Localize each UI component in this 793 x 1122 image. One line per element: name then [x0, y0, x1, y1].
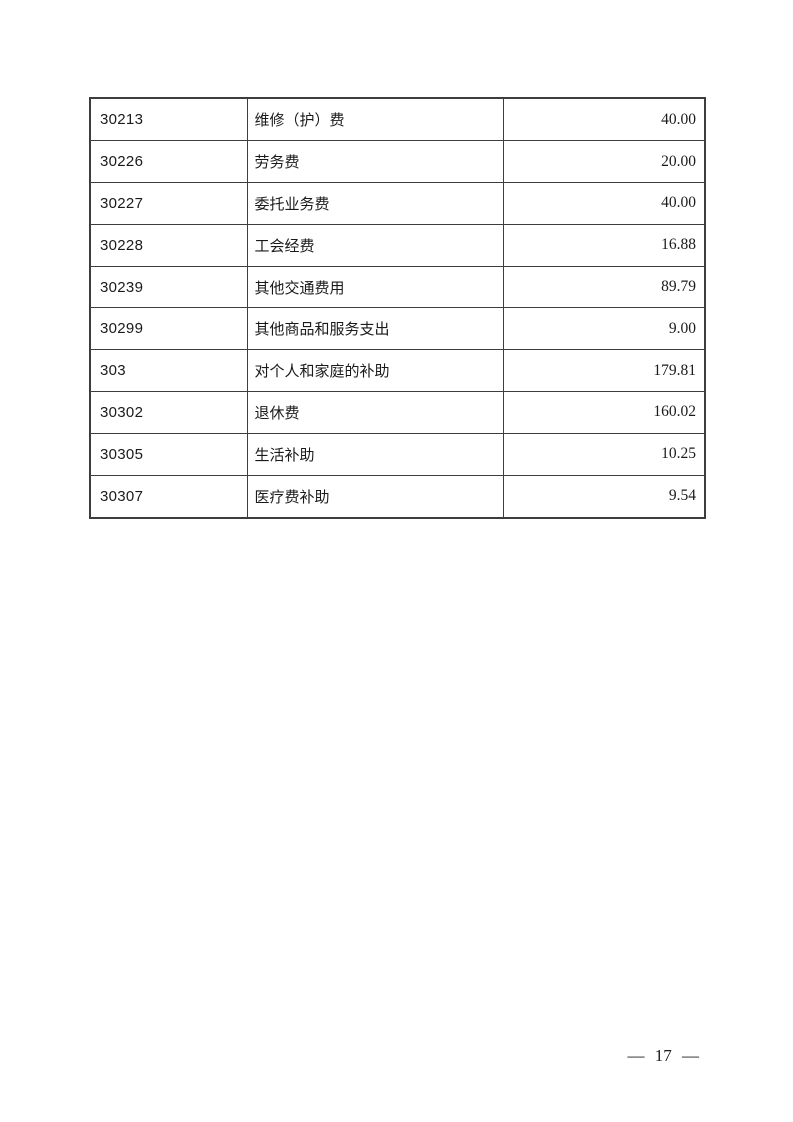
amount-cell: 179.81 — [502, 349, 706, 393]
item-name-cell: 其他交通费用 — [246, 265, 504, 309]
budget-table: 30213 维修（护）费 40.00 30226 劳务费 20.00 30227… — [89, 97, 706, 519]
amount-cell: 40.00 — [502, 97, 706, 142]
table-row: 30302 退休费 160.02 — [89, 391, 706, 434]
code-cell: 30302 — [89, 391, 248, 434]
item-name-cell: 退休费 — [246, 391, 504, 434]
table-row: 30227 委托业务费 40.00 — [89, 182, 706, 225]
table-row: 30307 医疗费补助 9.54 — [89, 474, 706, 519]
code-cell: 30226 — [89, 140, 248, 183]
amount-cell: 16.88 — [502, 223, 706, 267]
amount-cell: 10.25 — [502, 432, 706, 476]
amount-cell: 160.02 — [502, 391, 706, 434]
table-row: 30305 生活补助 10.25 — [89, 432, 706, 476]
table-row: 30299 其他商品和服务支出 9.00 — [89, 307, 706, 351]
item-name-cell: 其他商品和服务支出 — [246, 307, 504, 351]
item-name-cell: 维修（护）费 — [246, 97, 504, 142]
table-row: 30228 工会经费 16.88 — [89, 223, 706, 267]
page-number: — 17 — — [627, 1046, 700, 1065]
budget-table-body: 30213 维修（护）费 40.00 30226 劳务费 20.00 30227… — [89, 97, 706, 519]
code-cell: 30239 — [89, 265, 248, 309]
table-row: 30239 其他交通费用 89.79 — [89, 265, 706, 309]
code-cell: 30299 — [89, 307, 248, 351]
table-row: 30226 劳务费 20.00 — [89, 140, 706, 183]
table-row: 303 对个人和家庭的补助 179.81 — [89, 349, 706, 393]
amount-cell: 9.54 — [502, 474, 706, 519]
code-cell: 303 — [89, 349, 248, 393]
amount-cell: 40.00 — [502, 182, 706, 225]
table-row: 30213 维修（护）费 40.00 — [89, 97, 706, 142]
item-name-cell: 医疗费补助 — [246, 474, 504, 519]
amount-cell: 9.00 — [502, 307, 706, 351]
amount-cell: 89.79 — [502, 265, 706, 309]
item-name-cell: 劳务费 — [246, 140, 504, 183]
code-cell: 30228 — [89, 223, 248, 267]
code-cell: 30227 — [89, 182, 248, 225]
code-cell: 30307 — [89, 474, 248, 519]
code-cell: 30305 — [89, 432, 248, 476]
code-cell: 30213 — [89, 97, 248, 142]
amount-cell: 20.00 — [502, 140, 706, 183]
item-name-cell: 工会经费 — [246, 223, 504, 267]
item-name-cell: 对个人和家庭的补助 — [246, 349, 504, 393]
item-name-cell: 生活补助 — [246, 432, 504, 476]
item-name-cell: 委托业务费 — [246, 182, 504, 225]
